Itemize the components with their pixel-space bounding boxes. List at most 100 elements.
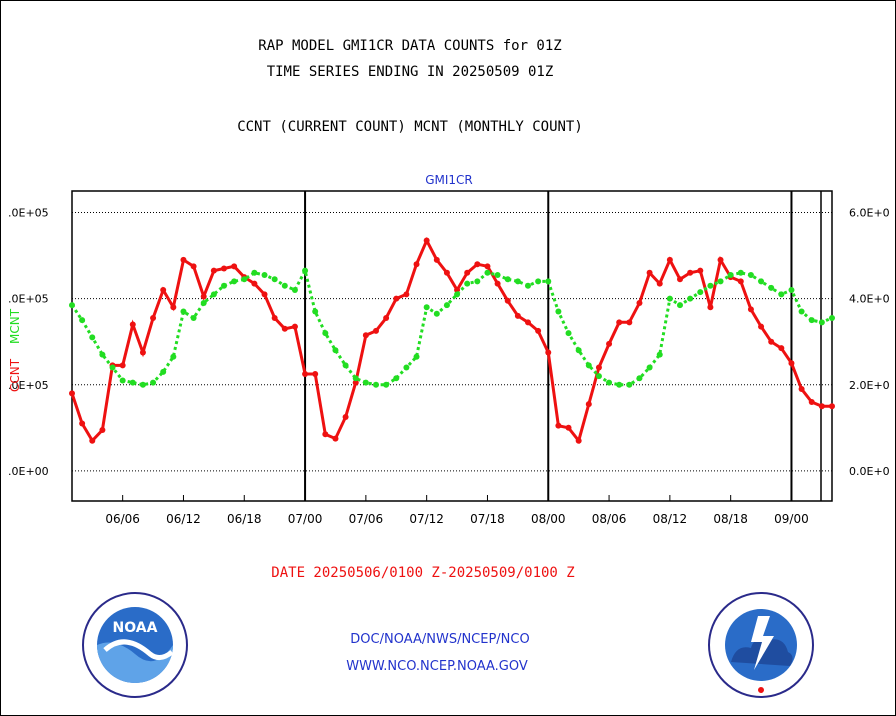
- data-point-mcnt: [565, 330, 572, 337]
- data-point-mcnt: [768, 284, 775, 291]
- data-point-mcnt: [160, 368, 167, 375]
- data-point-mcnt: [332, 347, 339, 354]
- data-point-mcnt: [129, 379, 136, 386]
- data-point-ccnt: [514, 312, 521, 319]
- data-point-mcnt: [747, 271, 754, 278]
- x-tick-label: 06/06: [105, 512, 140, 526]
- data-point-mcnt: [302, 267, 309, 274]
- data-point-ccnt: [180, 256, 187, 263]
- data-point-ccnt: [494, 280, 501, 287]
- data-point-mcnt: [89, 334, 96, 341]
- data-point-ccnt: [251, 280, 258, 287]
- x-tick-label: 07/18: [470, 512, 505, 526]
- data-point-ccnt: [322, 431, 329, 438]
- data-point-ccnt: [798, 386, 805, 393]
- data-point-mcnt: [119, 377, 126, 384]
- data-point-ccnt: [829, 403, 835, 410]
- data-point-mcnt: [758, 278, 765, 285]
- x-tick-label: 06/12: [166, 512, 201, 526]
- data-point-mcnt: [322, 330, 329, 337]
- data-point-ccnt: [464, 269, 471, 276]
- data-point-mcnt: [464, 280, 471, 287]
- data-point-ccnt: [575, 437, 582, 444]
- data-point-ccnt: [565, 424, 572, 431]
- data-point-ccnt: [778, 345, 785, 352]
- series-line-mcnt: [70, 266, 833, 387]
- data-point-ccnt: [525, 319, 531, 326]
- data-point-mcnt: [504, 276, 511, 283]
- data-point-ccnt: [677, 276, 683, 283]
- data-point-mcnt: [494, 271, 501, 278]
- data-point-mcnt: [403, 364, 410, 371]
- data-point-mcnt: [798, 308, 805, 315]
- data-point-ccnt: [616, 319, 623, 326]
- data-point-mcnt: [727, 271, 734, 278]
- x-tick-label: 07/06: [349, 512, 384, 526]
- data-point-mcnt: [545, 278, 552, 285]
- data-point-mcnt: [443, 302, 450, 309]
- org-label: DOC/NOAA/NWS/NCEP/NCO: [350, 632, 530, 647]
- data-point-ccnt: [200, 293, 207, 300]
- data-point-mcnt: [180, 308, 187, 315]
- series-line-ccnt: [70, 237, 832, 444]
- data-point-ccnt: [504, 297, 511, 304]
- y-axis-label-mcnt: MCNT: [8, 308, 22, 344]
- data-point-mcnt: [484, 269, 491, 276]
- data-point-mcnt: [352, 375, 359, 382]
- data-point-mcnt: [362, 379, 369, 386]
- x-tick-label: 08/06: [592, 512, 627, 526]
- data-point-mcnt: [261, 271, 268, 278]
- y-axis-label-ccnt: CCNT: [8, 358, 22, 392]
- data-point-mcnt: [200, 299, 207, 306]
- data-point-ccnt: [443, 269, 450, 276]
- data-point-mcnt: [383, 381, 390, 388]
- data-point-mcnt: [808, 317, 815, 324]
- nws-logo: [708, 592, 814, 698]
- data-point-ccnt: [312, 370, 319, 377]
- chart-title: GMI1CR: [425, 173, 473, 187]
- data-point-mcnt: [271, 276, 278, 283]
- data-point-mcnt: [79, 317, 86, 324]
- data-point-ccnt: [281, 325, 288, 332]
- website-link[interactable]: WWW.NCO.NCEP.NOAA.GOV: [346, 659, 528, 674]
- data-point-ccnt: [210, 267, 217, 274]
- y-tick-label-left: .0E+05: [8, 293, 49, 306]
- data-point-ccnt: [535, 327, 542, 334]
- data-point-mcnt: [342, 362, 349, 369]
- data-point-mcnt: [687, 295, 694, 302]
- data-point-ccnt: [383, 315, 390, 322]
- x-tick-label: 08/00: [531, 512, 566, 526]
- data-point-mcnt: [281, 282, 288, 289]
- data-point-ccnt: [119, 362, 126, 369]
- data-point-ccnt: [545, 349, 552, 356]
- data-point-ccnt: [747, 306, 754, 313]
- data-point-mcnt: [241, 276, 248, 283]
- data-point-ccnt: [221, 265, 227, 272]
- data-point-ccnt: [352, 379, 359, 386]
- data-point-mcnt: [231, 278, 238, 285]
- data-point-mcnt: [474, 278, 481, 285]
- data-point-ccnt: [79, 420, 86, 427]
- data-point-ccnt: [342, 414, 349, 421]
- data-point-mcnt: [697, 289, 704, 296]
- data-point-ccnt: [433, 256, 440, 263]
- data-point-ccnt: [99, 426, 106, 433]
- data-point-ccnt: [271, 315, 278, 322]
- data-point-ccnt: [687, 269, 694, 276]
- data-point-mcnt: [585, 362, 592, 369]
- data-point-ccnt: [666, 256, 673, 263]
- data-point-mcnt: [99, 351, 106, 358]
- data-point-mcnt: [555, 308, 562, 315]
- data-point-mcnt: [109, 364, 116, 371]
- data-point-ccnt: [474, 261, 481, 268]
- data-point-ccnt: [373, 327, 379, 334]
- y-tick-label-right: 0.0E+0: [849, 465, 890, 478]
- data-point-ccnt: [818, 403, 825, 410]
- data-point-mcnt: [393, 375, 400, 382]
- chart: GMI1CR .0E+00 0.0E+0 .0E+05 2.0E+0 .0E+05 4.0…: [8, 173, 890, 526]
- y-tick-label-left: .0E+05: [8, 207, 49, 220]
- data-point-mcnt: [291, 287, 298, 294]
- y-tick-label-right: 6.0E+0: [849, 207, 890, 220]
- chart-header-line3: CCNT (CURRENT COUNT) MCNT (MONTHLY COUNT…: [237, 119, 583, 135]
- data-point-ccnt: [656, 280, 663, 287]
